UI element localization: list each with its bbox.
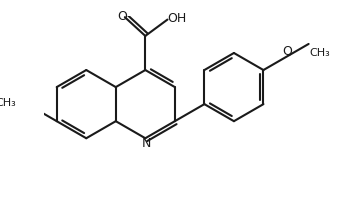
Text: O: O xyxy=(117,10,127,23)
Text: OH: OH xyxy=(167,12,186,25)
Text: O: O xyxy=(283,45,292,58)
Text: CH₃: CH₃ xyxy=(0,98,16,108)
Text: CH₃: CH₃ xyxy=(309,48,330,58)
Text: N: N xyxy=(142,137,151,150)
